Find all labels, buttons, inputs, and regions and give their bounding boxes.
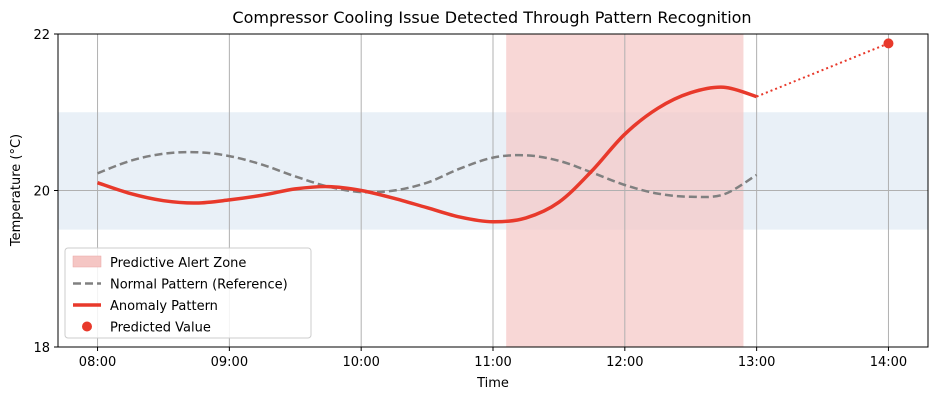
y-tick-label: 22 xyxy=(33,28,50,43)
x-tick-label: 14:00 xyxy=(870,355,907,370)
x-tick-label: 08:00 xyxy=(79,355,116,370)
anomaly-pattern-line xyxy=(96,85,758,224)
y-tick-label: 18 xyxy=(33,341,50,356)
x-tick-label: 13:00 xyxy=(738,355,775,370)
x-axis-label: Time xyxy=(476,376,509,391)
x-tick-label: 11:00 xyxy=(474,355,511,370)
predicted-value-point xyxy=(883,38,894,49)
chart-title: Compressor Cooling Issue Detected Throug… xyxy=(232,8,751,27)
x-tick-label: 09:00 xyxy=(211,355,248,370)
legend-alert-zone-label: Predictive Alert Zone xyxy=(110,256,246,271)
y-axis-label: Temperature (°C) xyxy=(9,134,24,247)
legend-predicted-value-swatch xyxy=(82,321,92,332)
x-tick-label: 12:00 xyxy=(606,355,643,370)
x-tick-label: 10:00 xyxy=(342,355,379,370)
legend-normal-pattern-label: Normal Pattern (Reference) xyxy=(110,278,288,293)
legend-alert-zone-swatch xyxy=(72,255,102,268)
projection-line xyxy=(756,42,889,98)
legend-anomaly-pattern-label: Anomaly Pattern xyxy=(110,299,218,314)
legend-box xyxy=(64,247,312,339)
legend: Predictive Alert Zone Normal Pattern (Ref… xyxy=(64,247,312,339)
y-tick-label: 20 xyxy=(33,185,50,200)
normal-pattern-line xyxy=(97,150,758,199)
legend-predicted-value-label: Predicted Value xyxy=(110,321,211,336)
